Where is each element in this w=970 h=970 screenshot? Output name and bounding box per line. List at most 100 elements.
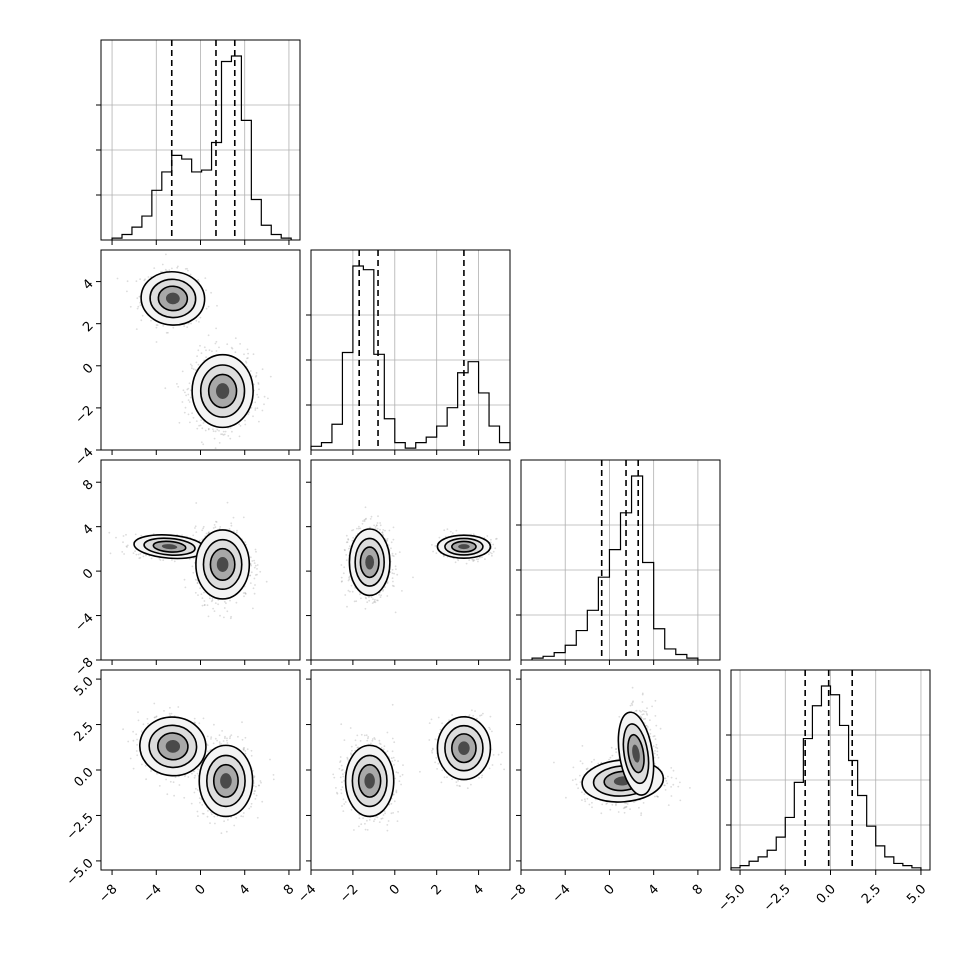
sample-point — [203, 604, 206, 607]
sample-point — [200, 419, 203, 421]
sample-point — [366, 601, 369, 604]
sample-point — [187, 322, 190, 325]
sample-point — [244, 591, 247, 594]
sample-point — [213, 524, 216, 526]
sample-point — [204, 429, 207, 432]
sample-point — [214, 526, 217, 529]
sample-point — [468, 559, 471, 561]
sample-point — [223, 607, 226, 609]
sample-point — [160, 270, 162, 273]
sample-point — [187, 393, 190, 396]
sample-point — [211, 350, 213, 353]
sample-point — [210, 291, 213, 294]
sample-point — [378, 594, 380, 596]
sample-point — [210, 600, 213, 603]
sample-point — [215, 327, 218, 330]
sample-point — [219, 526, 222, 528]
sample-point — [134, 550, 137, 553]
sample-point — [254, 564, 257, 567]
sample-point — [256, 573, 258, 576]
sample-point — [137, 711, 139, 713]
sample-point — [255, 794, 258, 797]
sample-point — [218, 429, 220, 432]
hist-panel-1 — [306, 249, 511, 451]
sample-point — [158, 785, 161, 787]
sample-point — [156, 324, 159, 326]
sample-point — [190, 322, 193, 325]
sample-point — [172, 326, 175, 329]
sample-point — [198, 321, 200, 323]
sample-point — [186, 326, 189, 328]
sample-point — [207, 334, 210, 337]
sample-point — [401, 590, 403, 592]
sample-point — [199, 316, 202, 319]
sample-point — [438, 536, 441, 539]
sample-point — [342, 572, 345, 575]
sample-point — [351, 590, 354, 593]
sample-point — [142, 723, 145, 726]
sample-point — [229, 427, 232, 429]
sample-point — [174, 776, 177, 779]
sample-point — [141, 763, 143, 766]
sample-point — [163, 710, 165, 712]
sample-point — [162, 325, 165, 327]
sample-point — [250, 571, 253, 574]
sample-point — [197, 363, 200, 366]
sample-point — [492, 543, 495, 546]
sample-point — [186, 388, 189, 391]
sample-point — [140, 730, 143, 732]
sample-point — [173, 560, 176, 563]
sample-point — [344, 594, 347, 596]
sample-point — [164, 268, 167, 271]
sample-point — [229, 617, 232, 620]
sample-point — [253, 562, 256, 564]
sample-point — [254, 409, 257, 411]
sample-point — [147, 722, 149, 725]
sample-point — [197, 279, 200, 281]
sample-point — [195, 531, 198, 533]
sample-point — [229, 735, 232, 738]
sample-point — [132, 739, 135, 742]
sample-point — [234, 351, 237, 354]
sample-point — [202, 717, 205, 720]
sample-point — [162, 559, 165, 562]
sample-point — [222, 434, 225, 436]
sample-point — [183, 578, 186, 581]
sample-point — [229, 437, 232, 440]
sample-point — [206, 604, 209, 607]
sample-point — [340, 576, 343, 579]
sample-point — [189, 273, 192, 276]
sample-point — [256, 564, 259, 566]
sample-point — [486, 535, 489, 537]
sample-point — [455, 529, 458, 532]
sample-point — [254, 548, 257, 551]
sample-point — [269, 375, 272, 378]
sample-point — [449, 530, 452, 533]
sample-point — [201, 597, 204, 599]
sample-point — [223, 600, 226, 603]
sample-point — [153, 267, 156, 269]
sample-point — [129, 305, 132, 308]
sample-point — [252, 587, 255, 590]
sample-point — [167, 331, 169, 334]
sample-point — [348, 576, 350, 579]
sample-point — [126, 280, 129, 283]
sample-point — [375, 524, 378, 527]
sample-point — [473, 559, 476, 562]
sample-point — [457, 559, 460, 562]
sample-point — [249, 370, 252, 372]
sample-point — [347, 579, 350, 582]
sample-point — [195, 502, 198, 504]
sample-point — [234, 337, 237, 340]
sample-point — [391, 568, 394, 571]
sample-point — [254, 584, 256, 586]
sample-point — [219, 614, 221, 617]
sample-point — [253, 566, 256, 569]
sample-point — [340, 580, 343, 583]
sample-point — [213, 815, 216, 818]
sample-point — [412, 576, 414, 579]
sample-point — [235, 531, 238, 534]
sample-point — [195, 420, 198, 422]
sample-point — [243, 353, 245, 356]
sample-point — [196, 355, 199, 358]
